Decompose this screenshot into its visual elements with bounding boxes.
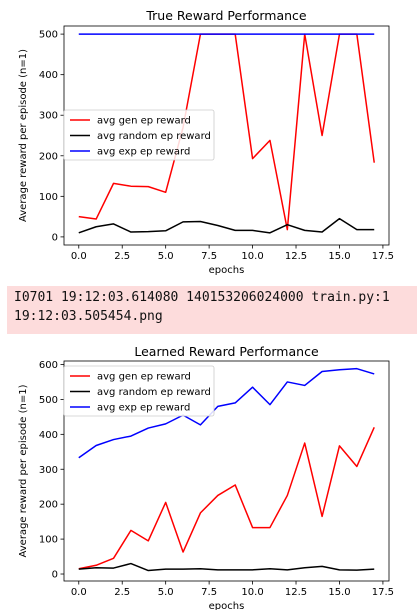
x-tick-label: 2.5 (114, 251, 130, 262)
log-line-2: 19:12:03.505454.png (14, 309, 163, 324)
x-tick-label: 12.5 (285, 587, 307, 598)
legend-box (63, 365, 215, 417)
legend-label: avg random ep reward (97, 131, 211, 142)
x-tick-label: 17.5 (372, 587, 394, 598)
x-tick-label: 5.0 (158, 251, 174, 262)
y-axis-label: Average reward per episode (n=1) (18, 49, 29, 222)
x-axis-label: epochs (209, 265, 245, 276)
series-line-avg-random-ep-reward (78, 217, 375, 234)
y-tick-label: 100 (39, 535, 58, 546)
y-tick-label: 100 (39, 192, 58, 203)
log-line-1: I0701 19:12:03.614080 140153206024000 tr… (14, 290, 390, 305)
y-tick-label: 600 (39, 360, 58, 371)
y-tick-label: 400 (39, 70, 58, 81)
series-line-avg-random-ep-reward (78, 562, 375, 572)
x-tick-label: 7.5 (201, 251, 217, 262)
legend-label: avg gen ep reward (97, 372, 191, 383)
learned-reward-chart-svg: Learned Reward Performance 0.0 2.5 5.0 7.5 10… (18, 344, 394, 610)
true-reward-chart-svg: True Reward Performance 0.0 2.5 5.0 7.5 10.0 1… (18, 8, 394, 276)
chart-title: Learned Reward Performance (134, 344, 319, 359)
x-tick-label: 7.5 (201, 587, 217, 598)
x-tick-label: 17.5 (372, 251, 394, 262)
x-tick-label: 5.0 (158, 587, 174, 598)
x-tick-label: 10.0 (241, 251, 263, 262)
y-tick-label: 200 (39, 151, 58, 162)
legend-label: avg random ep reward (97, 387, 211, 398)
x-tick-label: 0.0 (71, 251, 87, 262)
y-tick-label: 400 (39, 430, 58, 441)
y-tick-label: 200 (39, 500, 58, 511)
y-axis-label: Average reward per episode (n=1) (18, 384, 29, 557)
x-tick-label: 15.0 (328, 587, 350, 598)
y-tick-label: 300 (39, 465, 58, 476)
legend-label: avg exp ep reward (97, 403, 190, 414)
learned-reward-chart: Learned Reward Performance 0.0 2.5 5.0 7.5 10… (0, 340, 417, 610)
x-tick-label: 12.5 (285, 251, 307, 262)
x-tick-label: 15.0 (328, 251, 350, 262)
true-reward-chart: True Reward Performance 0.0 2.5 5.0 7.5 10.0 1… (0, 0, 417, 280)
x-tick-label: 10.0 (241, 587, 263, 598)
y-tick-label: 0 (52, 570, 58, 581)
plot-frame (63, 360, 390, 582)
y-tick-label: 0 (52, 232, 58, 243)
legend-box (63, 109, 215, 161)
y-tick-label: 500 (39, 30, 58, 41)
x-tick-label: 0.0 (71, 587, 87, 598)
series-line-avg-exp-ep-reward (78, 367, 375, 459)
y-tick-label: 500 (39, 395, 58, 406)
x-tick-label: 2.5 (114, 587, 130, 598)
x-axis-label: epochs (209, 601, 245, 610)
legend-label: avg exp ep reward (97, 147, 190, 158)
series-line-avg-gen-ep-reward (78, 427, 375, 570)
log-output-banner: I0701 19:12:03.614080 140153206024000 tr… (7, 286, 417, 334)
y-tick-label: 300 (39, 111, 58, 122)
chart-title: True Reward Performance (145, 8, 307, 23)
legend-label: avg gen ep reward (97, 116, 191, 127)
